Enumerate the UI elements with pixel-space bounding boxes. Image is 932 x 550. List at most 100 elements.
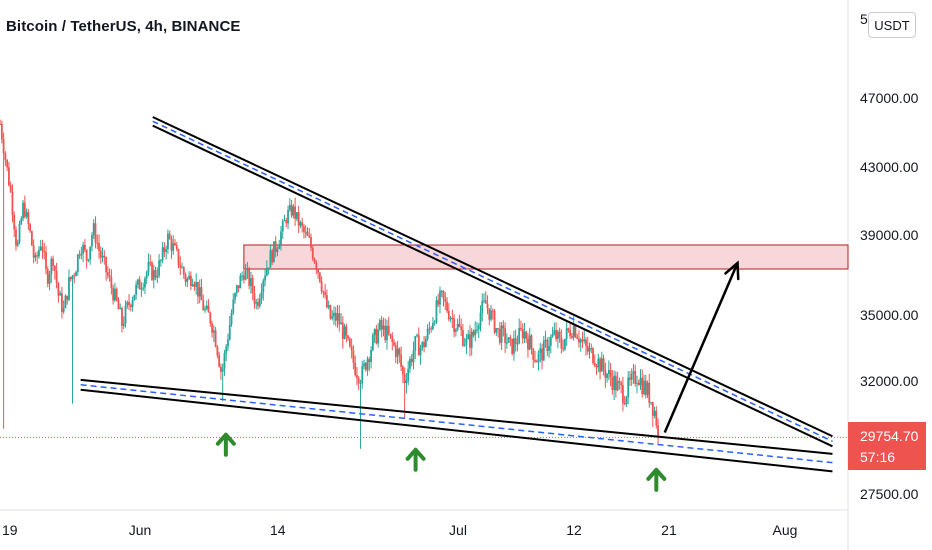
candle-body	[9, 185, 12, 192]
candle-body	[565, 328, 568, 339]
candle-body	[551, 334, 554, 337]
candle-body	[2, 139, 5, 154]
candle-body	[521, 329, 524, 339]
candle-body	[218, 355, 221, 367]
candle-body	[623, 403, 626, 405]
upper-channel-line	[152, 124, 833, 448]
candle-body	[409, 358, 411, 369]
candle-body	[145, 272, 148, 279]
candle-body	[0, 123, 1, 125]
candle-body	[424, 338, 427, 348]
lower-channel-line	[80, 378, 833, 455]
target-arrow-head	[724, 260, 740, 281]
candle-body	[294, 206, 297, 219]
candle-body	[191, 284, 194, 286]
candle-body	[634, 371, 637, 384]
candle-body	[348, 338, 351, 347]
candle-body	[161, 247, 164, 261]
candle-body	[43, 251, 46, 253]
candle-body	[488, 308, 491, 320]
upper-channel-line	[152, 116, 833, 438]
candle-body	[255, 302, 258, 304]
candle-body	[444, 298, 447, 302]
candle-body	[384, 325, 387, 341]
candle-body	[583, 339, 586, 342]
price-tick-label: 39000.00	[860, 227, 919, 243]
candle-body	[99, 250, 102, 258]
candle-body	[632, 371, 635, 374]
candle-body	[646, 382, 649, 395]
candle-body	[119, 308, 122, 310]
candle-body	[400, 354, 403, 367]
candle-body	[650, 402, 652, 404]
candle-body	[463, 344, 466, 346]
candle-body	[528, 335, 531, 350]
candle-body	[548, 345, 550, 351]
candle-body	[269, 250, 272, 268]
candle-body	[36, 255, 39, 257]
candle-body	[599, 358, 601, 372]
candle-body	[62, 308, 65, 312]
candle-body	[258, 298, 261, 307]
candle-body	[432, 323, 434, 330]
candle-body	[66, 295, 69, 300]
candle-body	[207, 305, 210, 313]
candle-body	[144, 278, 146, 288]
candle-body	[535, 361, 538, 363]
time-tick-label: 21	[661, 522, 677, 538]
candle-body	[230, 313, 233, 325]
candle-body	[472, 331, 475, 336]
candle-body	[541, 348, 543, 361]
candle-body	[516, 343, 519, 345]
candle-body	[370, 350, 372, 362]
candle-body	[386, 325, 388, 341]
candle-body	[581, 339, 584, 342]
candle-body	[324, 292, 327, 296]
candle-body	[55, 270, 58, 284]
candle-body	[216, 346, 219, 356]
candle-body	[304, 231, 307, 233]
candle-body	[152, 269, 155, 280]
candle-body	[651, 402, 654, 416]
currency-button[interactable]: USDT	[868, 12, 916, 38]
candle-body	[407, 368, 410, 381]
candle-body	[290, 205, 293, 216]
candle-body	[250, 278, 252, 286]
candle-body	[228, 324, 231, 340]
price-tick-label: 47000.00	[860, 90, 919, 106]
candle-body	[285, 220, 288, 224]
price-tick-label-partial: 5	[860, 11, 868, 27]
candle-body	[170, 239, 173, 251]
candle-body	[460, 326, 463, 331]
candle-body	[257, 302, 259, 307]
candle-body	[329, 305, 332, 319]
candle-body	[85, 249, 88, 261]
candle-body	[493, 310, 496, 333]
candle-body	[595, 365, 598, 368]
candle-body	[474, 329, 477, 336]
candle-body	[301, 222, 304, 227]
candle-body	[373, 329, 376, 335]
candle-body	[73, 275, 76, 277]
candle-body	[563, 338, 566, 350]
candle-body	[613, 375, 616, 390]
candle-body	[511, 338, 514, 354]
candle-body	[414, 336, 417, 351]
candle-body	[234, 293, 236, 300]
candle-body	[142, 287, 145, 289]
candle-body	[655, 410, 658, 426]
candle-body	[426, 329, 429, 339]
candle-body	[498, 328, 501, 343]
time-tick-label: 19	[2, 522, 18, 538]
candle-body	[165, 249, 168, 252]
candle-body	[197, 281, 199, 297]
candle-body	[347, 335, 350, 339]
candle-body	[562, 348, 565, 350]
candle-body	[280, 231, 282, 245]
candle-body	[556, 331, 559, 339]
candle-body	[179, 265, 182, 268]
candle-body	[423, 342, 425, 348]
time-tick-label: Jul	[449, 522, 467, 538]
candle-body	[281, 220, 284, 232]
